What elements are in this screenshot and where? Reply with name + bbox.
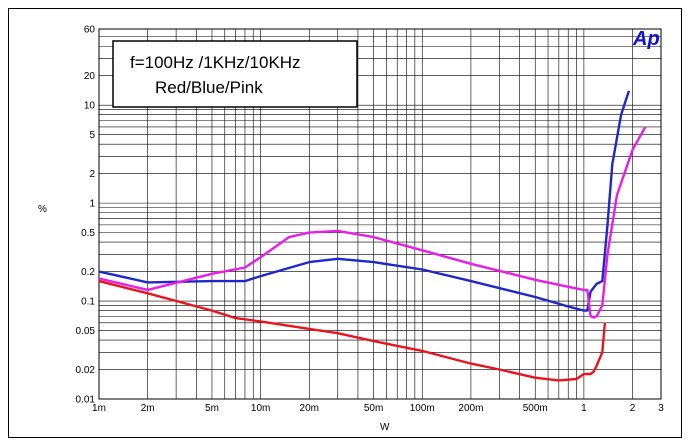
x-tick-label: 100m: [410, 403, 435, 414]
annotation-line-1: f=100Hz /1KHz/10KHz: [130, 53, 301, 72]
y-axis-label: %: [38, 204, 47, 215]
series-lines: [98, 90, 647, 382]
x-tick-label: 3: [658, 403, 664, 414]
y-tick-label: 0.02: [76, 365, 96, 376]
x-tick-label: 20m: [300, 403, 319, 414]
ap-logo: Ap: [632, 28, 660, 50]
y-tick-label: 60: [84, 25, 96, 36]
x-tick-label: 2: [630, 403, 636, 414]
y-tick-label: 2: [89, 169, 95, 180]
y-tick-label: 1: [89, 199, 95, 210]
y-tick-label: 0.01: [76, 395, 96, 406]
plot-area: [98, 28, 662, 400]
y-tick-label: 0.2: [81, 267, 95, 278]
series-line-1: [98, 279, 607, 382]
y-tick-label: 5: [89, 130, 95, 141]
annotation-line-2: Red/Blue/Pink: [155, 78, 263, 97]
annotation-box: [112, 40, 358, 108]
y-tick-label: 0.1: [81, 297, 95, 308]
x-tick-label: 5m: [205, 403, 219, 414]
x-tick-label: 1: [581, 403, 587, 414]
x-tick-label: 200m: [458, 403, 483, 414]
x-axis-label: W: [380, 422, 390, 433]
y-tick-label: 20: [84, 71, 96, 82]
x-tick-labels: 1m 2m 5m 10m 20m 50m 100m 200m 500m 1 2 3: [92, 403, 664, 414]
x-tick-label: 1m: [92, 403, 106, 414]
x-tick-label: 50m: [364, 403, 383, 414]
y-tick-label: 0.5: [81, 228, 95, 239]
y-tick-label: 0.05: [76, 326, 96, 337]
y-tick-labels: 0.01 0.02 0.05 0.1 0.2 0.5 1 2 5 10 20 60: [76, 25, 96, 406]
series-line-3: [98, 126, 647, 319]
series-line-2: [98, 90, 631, 312]
y-tick-label: 10: [84, 101, 96, 112]
x-tick-label: 500m: [523, 403, 548, 414]
x-tick-label: 2m: [141, 403, 155, 414]
x-tick-label: 10m: [251, 403, 270, 414]
